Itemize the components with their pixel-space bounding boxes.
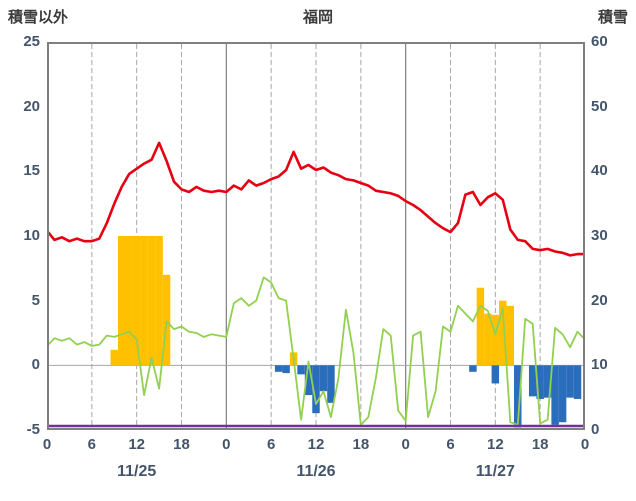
- orange-bars-bar: [110, 349, 118, 366]
- date-label: 11/27: [475, 463, 515, 480]
- orange-bars-bar: [117, 236, 126, 366]
- blue-bars-bar: [491, 365, 500, 384]
- x-axis-ticks: 0 6 12 18 0 6 12 18 0 6 12 18 0: [43, 436, 589, 454]
- green-line: [47, 276, 585, 426]
- orange-bars-bar: [499, 300, 507, 366]
- station-title: 福岡: [302, 9, 333, 26]
- orange-bars-bar: [476, 287, 485, 366]
- y-right-tick-label: 20: [591, 291, 608, 309]
- y-left-tick-label: 0: [31, 356, 40, 374]
- orange-bars-bar: [506, 305, 515, 366]
- right-axis-title: 積雪: [597, 9, 628, 26]
- blue-bars-bar: [469, 365, 477, 372]
- orange-bars-bar: [162, 274, 171, 366]
- blue-bars-bar: [528, 365, 537, 397]
- orange-bars-bar: [132, 236, 141, 366]
- x-tick-label: 12: [307, 436, 325, 453]
- orange-bars-bar: [484, 313, 492, 366]
- x-tick-label: 0: [222, 436, 231, 453]
- y-left-tick-label: 10: [23, 227, 40, 244]
- x-tick-label: 12: [128, 436, 145, 453]
- blue-bars-bar: [514, 365, 522, 428]
- blue-bars-bar: [304, 365, 313, 396]
- y-right-tick-label: 50: [591, 97, 608, 115]
- plot-frame: [47, 42, 585, 430]
- x-tick-label: 18: [352, 436, 370, 453]
- y-right-tick-label: 10: [591, 356, 608, 374]
- orange-bars-bar: [140, 236, 148, 366]
- x-tick-label: 0: [580, 436, 590, 453]
- orange-bars-bar: [155, 236, 163, 366]
- blue-bars-bar: [274, 365, 283, 372]
- x-tick-label: 0: [42, 436, 52, 453]
- x-tick-label: 0: [401, 436, 410, 453]
- y-left-tick-label: 15: [23, 162, 40, 180]
- x-tick-label: 6: [266, 436, 276, 453]
- blue-bars-bar: [558, 365, 567, 423]
- red-line: [47, 141, 585, 257]
- blue-bars-bar: [312, 365, 320, 414]
- blue-bars-bar: [543, 365, 552, 398]
- orange-bars-bar: [147, 236, 156, 366]
- orange-bars-bar: [491, 314, 500, 366]
- y-right-tick-label: 40: [591, 162, 608, 180]
- date-labels: 11/25 11/26 11/27: [47, 463, 585, 485]
- x-tick-label: 6: [87, 436, 96, 453]
- blue-bars-bar: [536, 365, 544, 399]
- x-tick-label: 6: [446, 436, 455, 453]
- blue-bars-bar: [566, 365, 574, 398]
- y-left-tick-label: 20: [23, 97, 40, 115]
- y-right-tick-label: 30: [591, 227, 608, 244]
- x-tick-label: 18: [531, 436, 549, 453]
- y-right-tick-label: 0: [591, 421, 600, 438]
- blue-bars-bar: [282, 365, 290, 374]
- blue-bars-bar: [297, 365, 305, 375]
- date-label: 11/25: [117, 463, 157, 480]
- y-left-tick-label: -5: [26, 421, 40, 438]
- blue-bars-bar: [573, 365, 582, 399]
- y-left-tick-label: 25: [23, 33, 40, 50]
- date-label: 11/26: [296, 463, 336, 480]
- y-right-tick-label: 60: [591, 33, 608, 50]
- chart-plot-area: [47, 42, 585, 430]
- orange-bars-bar: [125, 236, 133, 366]
- y-left-tick-label: 5: [31, 291, 40, 309]
- left-axis-title: 積雪以外: [8, 9, 69, 26]
- blue-bars-bar: [551, 365, 559, 425]
- x-tick-label: 12: [486, 436, 504, 453]
- x-tick-label: 18: [173, 436, 190, 453]
- blue-bars-bar: [319, 365, 328, 392]
- blue-bars-bar: [327, 365, 335, 403]
